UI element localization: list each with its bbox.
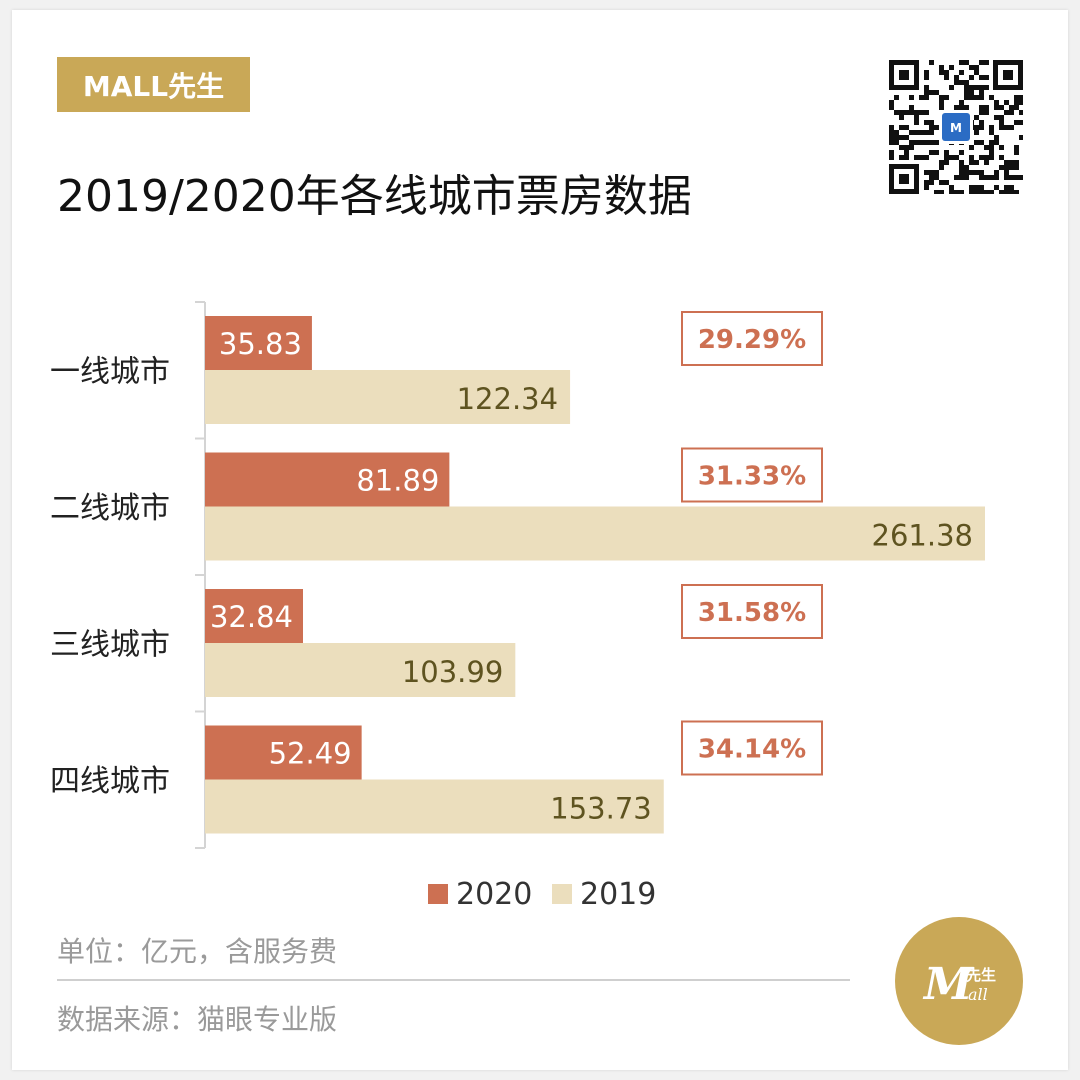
logo-sub: 先生 — [966, 966, 996, 984]
svg-text:M: M — [950, 121, 962, 135]
ratio-box — [681, 720, 823, 776]
category-label: 四线城市 — [50, 764, 170, 799]
value-label-2020: 32.84 — [210, 600, 293, 634]
legend-swatch-2020 — [428, 884, 448, 904]
logo-script: all — [968, 985, 988, 1004]
chart-title: 2019/2020年各线城市票房数据 — [57, 171, 692, 222]
source-note: 数据来源：猫眼专业版 — [57, 1003, 338, 1036]
ratio-label: 29.29% — [698, 325, 806, 355]
legend-label-2020: 2020 — [456, 877, 532, 912]
bar-2020 — [205, 452, 450, 507]
logo-main: M — [922, 959, 974, 1010]
bar-2020 — [205, 589, 303, 643]
ratio-box — [681, 447, 823, 503]
bar-2019 — [205, 779, 664, 834]
bar-chart: 一线城市 35.83 122.34 29.29% 二线城市 81.89 261.38 31.3… — [50, 301, 985, 912]
unit-note: 单位：亿元，含服务费 — [57, 935, 338, 968]
value-label-2019: 103.99 — [402, 655, 503, 689]
legend-swatch-2019 — [552, 884, 572, 904]
value-label-2019: 122.34 — [457, 382, 558, 416]
bar-2020 — [205, 316, 312, 370]
ratio-box — [681, 311, 823, 366]
value-label-2019: 153.73 — [550, 792, 651, 826]
value-label-2019: 261.38 — [872, 519, 973, 553]
category-label: 一线城市 — [50, 354, 170, 389]
ratio-box — [681, 584, 823, 639]
category-label: 二线城市 — [50, 491, 170, 526]
mall-logo: M 先生 all — [895, 917, 1023, 1045]
footer-divider — [57, 979, 850, 981]
value-label-2020: 35.83 — [219, 327, 302, 361]
bar-2019 — [205, 643, 516, 697]
ratio-label: 31.33% — [698, 462, 806, 492]
brand-badge: MALL先生 — [57, 57, 250, 112]
legend-label-2019: 2019 — [580, 877, 656, 912]
category-label: 三线城市 — [50, 627, 170, 662]
value-label-2020: 52.49 — [269, 737, 352, 771]
value-label-2020: 81.89 — [356, 464, 439, 498]
ratio-label: 34.14% — [698, 735, 806, 765]
ratio-label: 31.58% — [698, 598, 806, 628]
bar-2019 — [205, 370, 571, 424]
bar-2020 — [205, 725, 362, 780]
qr-code-icon: M — [889, 60, 1023, 194]
bar-2019 — [205, 506, 985, 561]
